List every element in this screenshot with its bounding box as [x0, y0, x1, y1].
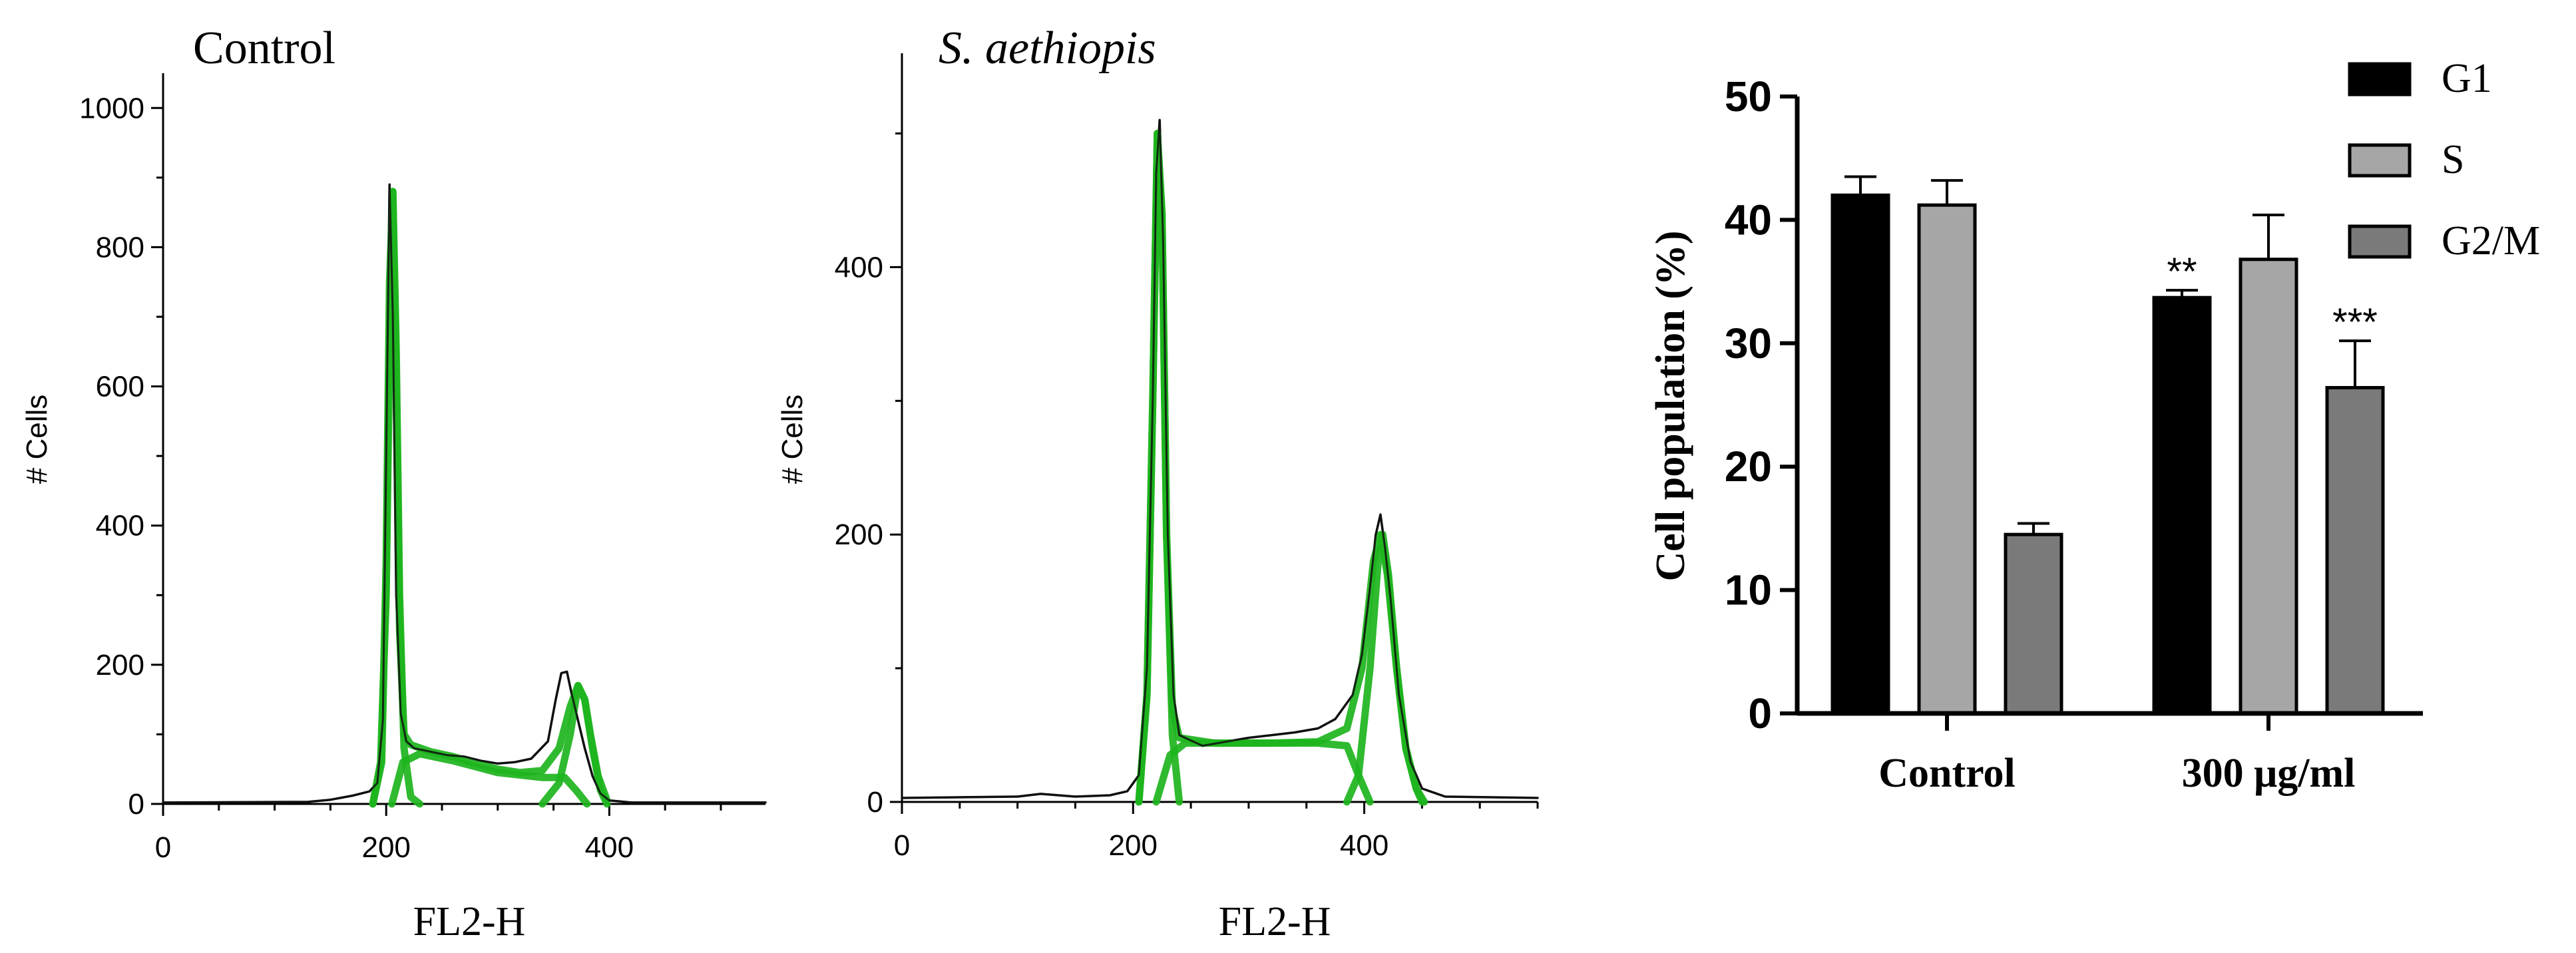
treated-histogram-fit-s-curve [1152, 739, 1374, 806]
bar-g1-0 [1830, 193, 1890, 715]
legend-label-s: S [2442, 137, 2464, 182]
control-histogram-y-tick-label: 600 [96, 371, 144, 403]
bar-chart-y-tick-label: 40 [1725, 196, 1772, 244]
treated-histogram-panel: S. aethiopis 0 200 400 0 200 400 FL2-H # Cell… [776, 23, 1539, 944]
treated-histogram-y-tick-label: 200 [835, 518, 883, 551]
control-histogram-x-axis-label: FL2-H [413, 899, 526, 944]
treated-histogram-x-tick-label: 0 [894, 829, 910, 862]
bar-chart-y-axis-label: Cell population (%) [1648, 230, 1693, 581]
legend-label-g2m: G2/M [2442, 218, 2540, 264]
control-histogram-y-tick-label: 400 [96, 510, 144, 542]
control-histogram-x-tick-label: 200 [361, 831, 410, 864]
treated-histogram-y-axis-label: # Cells [776, 395, 809, 484]
control-histogram-panel: Control 0 200 400 600 800 1000 0 200 400 FL2-H #… [21, 23, 767, 944]
legend-swatch-s [2348, 143, 2412, 178]
control-histogram-fit-g1-curve [369, 188, 423, 808]
significance-marker: ** [2167, 250, 2197, 293]
control-histogram-fit-s-curve [388, 750, 591, 808]
bar-chart-category-label: 300 μg/ml [2182, 751, 2356, 796]
treated-histogram-histogram-curve [901, 118, 1539, 799]
control-histogram-plot-area: 0 200 400 600 800 1000 0 200 400 [79, 73, 767, 864]
legend-swatch-g2m [2348, 224, 2412, 259]
control-histogram-y-axis-label: # Cells [21, 395, 53, 484]
treated-histogram-fit-total-curve [1135, 130, 1428, 806]
control-histogram-y-tick-label: 1000 [79, 92, 144, 124]
treated-histogram-y-tick-label: 400 [835, 251, 883, 284]
control-histogram-y-tick-label: 200 [96, 649, 144, 681]
significance-marker: *** [2332, 301, 2378, 344]
control-histogram-y-tick-label: 0 [128, 788, 144, 821]
control-histogram-title: Control [193, 23, 335, 74]
treated-histogram-x-tick-label: 200 [1109, 829, 1158, 862]
legend-label-g1: G1 [2442, 56, 2492, 101]
bar-chart-category-label: Control [1878, 751, 2016, 796]
bar-chart-y-tick-label: 50 [1725, 73, 1772, 120]
treated-histogram-y-tick-label: 0 [867, 786, 883, 819]
legend-swatch-g1 [2348, 62, 2412, 96]
bar-chart-y-tick-label: 0 [1748, 689, 1772, 737]
control-histogram-x-tick-label: 0 [155, 831, 171, 864]
treated-histogram-x-tick-label: 400 [1340, 829, 1389, 862]
bar-chart-y-tick-label: 30 [1725, 319, 1772, 367]
treated-histogram-plot-area: 0 200 400 0 200 400 [835, 53, 1539, 862]
bar-chart-legend: G1 S G2/M [2348, 56, 2540, 264]
control-histogram-histogram-overlay [162, 183, 765, 804]
bar-s-0 [1917, 203, 1977, 715]
bar-s-1 [2239, 258, 2298, 715]
treated-histogram-histogram-overlay [901, 118, 1538, 799]
bar-chart-y-tick-label: 10 [1725, 566, 1772, 614]
treated-histogram-x-axis-label: FL2-H [1219, 899, 1331, 944]
treated-histogram-title: S. aethiopis [939, 23, 1156, 74]
control-histogram-y-tick-label: 800 [96, 231, 144, 264]
control-histogram-histogram-curve [162, 183, 767, 804]
bar-g2m-1 [2325, 386, 2385, 715]
bar-g1-1 [2152, 295, 2212, 715]
control-histogram-x-tick-label: 400 [585, 831, 634, 864]
bar-g2m-0 [2004, 532, 2063, 715]
control-histogram-fit-g2m-curve [538, 681, 611, 808]
bar-chart-y-tick-label: 20 [1725, 443, 1772, 490]
